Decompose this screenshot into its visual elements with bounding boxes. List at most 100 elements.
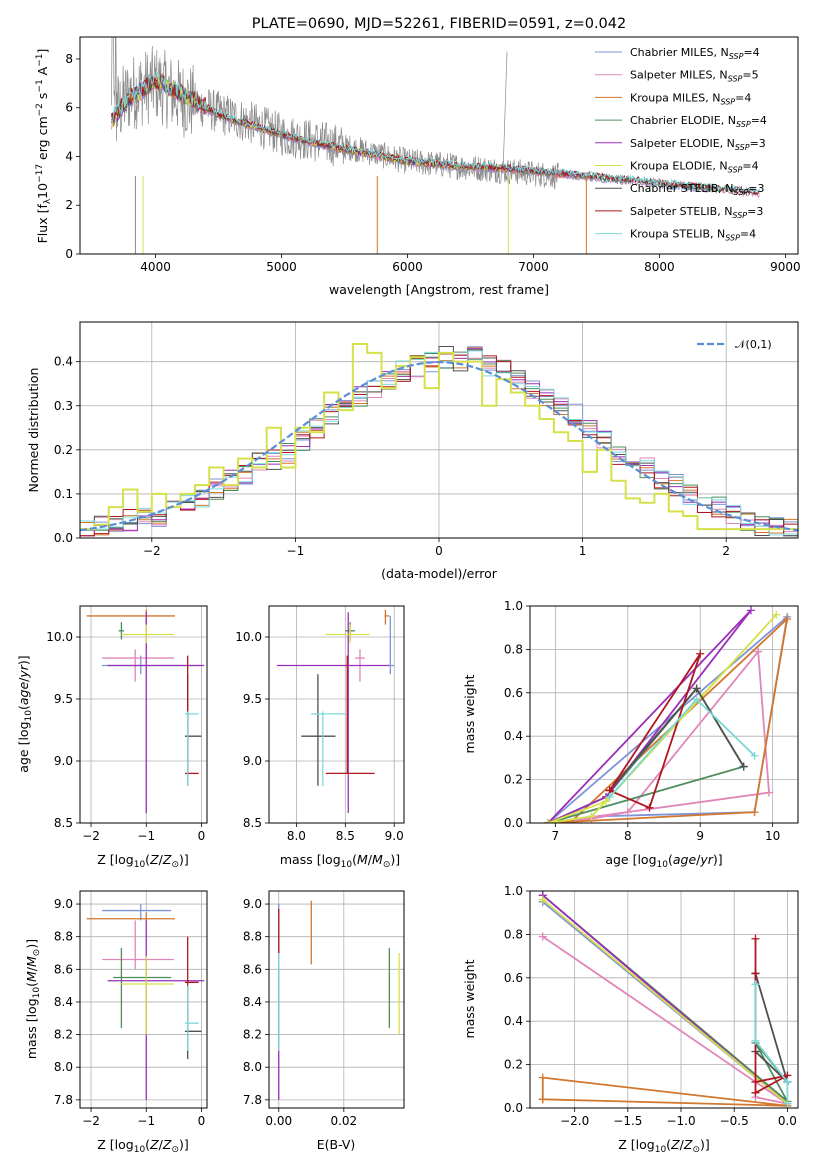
weight-line [542, 899, 788, 1105]
y-tick-label: 8 [65, 52, 73, 66]
x-tick-label: 0.00 [265, 1114, 292, 1128]
age-vs-metallicity-panel: −2 −1 0 8.5 9.0 9.5 10.0 [46, 605, 208, 843]
y-tick-label: 8.4 [243, 995, 262, 1009]
spectrum-panel: 4000 5000 6000 7000 8000 9000 0 2 4 6 8 [65, 36, 801, 274]
y-axis-label: mass [log10(M/M⊙)] [24, 939, 42, 1059]
legend-label: Kroupa STELIB, NSSP=4 [630, 228, 756, 243]
normal-reference-curve [80, 360, 798, 532]
y-tick-label: 0.0 [54, 531, 73, 545]
y-tick-label: 2 [65, 198, 73, 212]
y-tick-label: 0.2 [54, 443, 73, 457]
y-tick-label: 8.0 [243, 1060, 262, 1074]
plot-area [86, 904, 205, 1100]
weight-marker [751, 1036, 760, 1045]
x-axis-label: E(B-V) [317, 1137, 356, 1152]
x-tick-label: −2.0 [560, 1114, 589, 1128]
y-axis-label: Flux [fλ10−17 erg cm−2 s−1 A−1] [35, 49, 53, 244]
model-spectrum-line [111, 77, 710, 193]
x-tick-label: 2 [722, 544, 730, 558]
x-axis-label: Z [log10(Z/Z⊙)] [97, 1137, 189, 1155]
legend-label: Salpeter ELODIE, NSSP=3 [630, 137, 766, 152]
y-tick-label: 9.0 [243, 897, 262, 911]
weight-marker [765, 788, 774, 797]
weight-marker [772, 610, 781, 619]
x-tick-label: 8 [624, 829, 632, 843]
y-tick-label: 0.4 [504, 729, 523, 743]
weight-marker [602, 797, 611, 806]
observed-spectrum-line [111, 37, 559, 190]
y-tick-label: 0.8 [504, 927, 523, 941]
x-tick-label: 5000 [266, 260, 297, 274]
y-tick-label: 10.0 [235, 630, 262, 644]
y-tick-label: 8.5 [54, 816, 73, 830]
mass-weight-vs-metallicity-panel: −2.0 −1.5 −1.0 −0.5 0.0 0.0 0.2 0.4 0.6 0.8 1.0 [504, 884, 799, 1128]
y-tick-label: 9.5 [54, 692, 73, 706]
weight-line [754, 973, 790, 1085]
y-tick-label: 0.8 [504, 642, 523, 656]
x-tick-label: 8000 [644, 260, 675, 274]
y-tick-label: 7.8 [54, 1093, 73, 1107]
weight-marker [750, 751, 759, 760]
x-tick-label: 10 [765, 829, 780, 843]
age-vs-mass-panel: 8.0 8.5 9.0 8.5 9.0 9.5 10.0 [235, 605, 405, 843]
plot-area [276, 609, 395, 814]
y-tick-label: 0.1 [54, 487, 73, 501]
y-tick-label: 0 [65, 247, 73, 261]
legend-label: Kroupa MILES, NSSP=4 [630, 91, 751, 106]
y-tick-label: 8.2 [243, 1028, 262, 1042]
x-axis-label: age [log10(age/yr)] [605, 852, 722, 870]
plot-area [86, 609, 205, 814]
y-tick-label: 9.5 [243, 692, 262, 706]
plot-area [544, 606, 792, 823]
x-tick-label: 0 [435, 544, 443, 558]
y-tick-label: 8.0 [54, 1060, 73, 1074]
y-tick-label: 0.4 [54, 355, 73, 369]
weight-line [547, 609, 752, 823]
x-tick-label: 0.0 [778, 1114, 797, 1128]
y-tick-label: 0.2 [504, 1058, 523, 1072]
y-tick-label: 9.0 [54, 754, 73, 768]
x-tick-label: −2 [143, 544, 161, 558]
plot-area [111, 37, 760, 254]
x-tick-label: 4000 [140, 260, 171, 274]
x-axis-label: Z [log10(Z/Z⊙)] [97, 852, 189, 870]
plot-area [538, 891, 792, 1108]
y-tick-label: 1.0 [504, 599, 523, 613]
axes-frame [79, 890, 208, 1109]
y-tick-label: 0.6 [504, 971, 523, 985]
weight-marker [751, 1088, 760, 1097]
legend-label-normal: 𝒩(0,1) [735, 338, 772, 351]
y-tick-label: 0.3 [54, 399, 73, 413]
weight-marker [623, 808, 632, 817]
weight-line [608, 653, 702, 810]
weight-marker [751, 980, 760, 989]
chart-title: PLATE=0690, MJD=52261, FIBERID=0591, z=0… [252, 16, 626, 32]
x-tick-label: 0 [198, 1114, 206, 1128]
y-tick-label: 0.4 [504, 1014, 523, 1028]
legend-label: Chabrier MILES, NSSP=4 [630, 46, 760, 61]
x-tick-label: 9.0 [385, 829, 404, 843]
x-tick-label: 0 [198, 829, 206, 843]
residual-histogram-panel: −2 −1 0 1 2 0.0 0.1 0.2 0.3 0.4 [54, 321, 799, 558]
x-tick-label: 9 [696, 829, 704, 843]
x-tick-label: −0.5 [720, 1114, 749, 1128]
y-axis-label: mass weight [462, 959, 477, 1038]
y-tick-label: 8.6 [54, 962, 73, 976]
y-axis-label: mass weight [462, 674, 477, 753]
y-tick-label: 0.6 [504, 686, 523, 700]
axes-frame [79, 321, 799, 539]
legend-label: Kroupa ELODIE, NSSP=4 [630, 160, 759, 175]
axes-frame [529, 605, 799, 824]
weight-line [547, 614, 777, 823]
weight-line [754, 984, 789, 1104]
y-tick-label: 0.2 [504, 773, 523, 787]
y-axis-label: age [log10(age/yr)] [16, 655, 34, 772]
mass-vs-extinction-panel: 0.00 0.02 7.8 8.0 8.2 8.4 8.6 8.8 9.0 [243, 890, 405, 1128]
weight-marker [783, 1099, 792, 1108]
y-tick-label: 9.0 [243, 754, 262, 768]
weight-line [547, 614, 789, 823]
axes-frame [79, 36, 799, 255]
weight-marker [783, 615, 792, 624]
weight-marker [692, 695, 701, 704]
weight-marker [751, 969, 760, 978]
